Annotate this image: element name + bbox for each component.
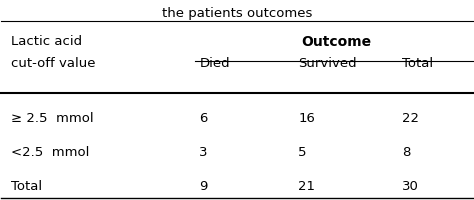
Text: 3: 3 — [199, 145, 208, 158]
Text: Survived: Survived — [298, 57, 357, 70]
Text: 16: 16 — [298, 112, 315, 125]
Text: cut-off value: cut-off value — [11, 57, 95, 70]
Text: 30: 30 — [402, 179, 419, 192]
Text: ≥ 2.5  mmol: ≥ 2.5 mmol — [11, 112, 93, 125]
Text: Total: Total — [402, 57, 433, 70]
Text: 9: 9 — [199, 179, 208, 192]
Text: 22: 22 — [402, 112, 419, 125]
Text: Lactic acid: Lactic acid — [11, 35, 82, 48]
Text: 21: 21 — [298, 179, 315, 192]
Text: Died: Died — [199, 57, 230, 70]
Text: Outcome: Outcome — [301, 35, 371, 49]
Text: <2.5  mmol: <2.5 mmol — [11, 145, 89, 158]
Text: 5: 5 — [298, 145, 307, 158]
Text: 6: 6 — [199, 112, 208, 125]
Text: the patients outcomes: the patients outcomes — [162, 7, 312, 20]
Text: 8: 8 — [402, 145, 410, 158]
Text: Total: Total — [11, 179, 42, 192]
